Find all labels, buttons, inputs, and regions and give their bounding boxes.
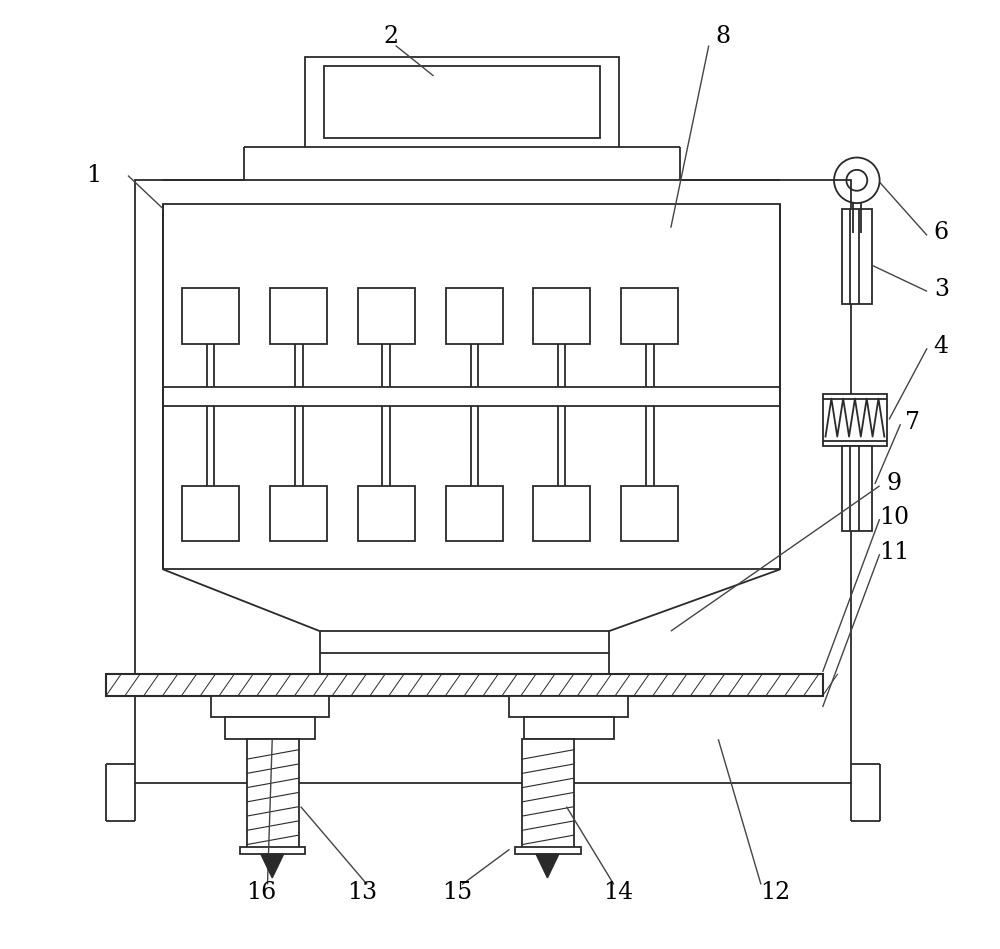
Bar [163,204,780,569]
Bar [163,387,780,406]
Bar [182,486,239,541]
Bar [621,288,678,344]
Text: 9: 9 [886,473,901,495]
Bar [135,180,851,783]
Text: 8: 8 [715,25,731,47]
Bar [324,66,600,138]
Text: 12: 12 [760,881,790,903]
Bar [842,446,872,531]
Bar [320,631,609,674]
Bar [533,486,590,541]
Polygon shape [536,854,559,878]
Text: 6: 6 [934,221,949,244]
Bar [842,209,872,304]
Bar [305,57,619,147]
Polygon shape [261,854,284,878]
Bar [358,486,415,541]
Bar [211,696,329,717]
Text: 13: 13 [347,881,377,903]
Text: 4: 4 [934,335,949,358]
Text: 14: 14 [603,881,634,903]
Bar [522,739,574,849]
Bar [106,674,823,696]
Bar [524,717,614,739]
Bar [621,486,678,541]
Bar [823,394,887,446]
Bar [182,288,239,344]
Text: 3: 3 [934,278,949,301]
Bar [240,847,305,854]
Bar [270,288,327,344]
Bar [533,288,590,344]
Text: 10: 10 [879,506,909,529]
Bar [270,486,327,541]
Bar [446,486,503,541]
Bar [225,717,315,739]
Bar [446,288,503,344]
Text: 7: 7 [905,411,920,434]
Text: 11: 11 [879,541,909,564]
Bar [509,696,628,717]
Bar [515,847,581,854]
Bar [358,288,415,344]
Bar [247,739,299,849]
Text: 16: 16 [246,881,276,903]
Text: 15: 15 [442,881,472,903]
Text: 2: 2 [383,25,398,47]
Text: 1: 1 [86,164,101,187]
